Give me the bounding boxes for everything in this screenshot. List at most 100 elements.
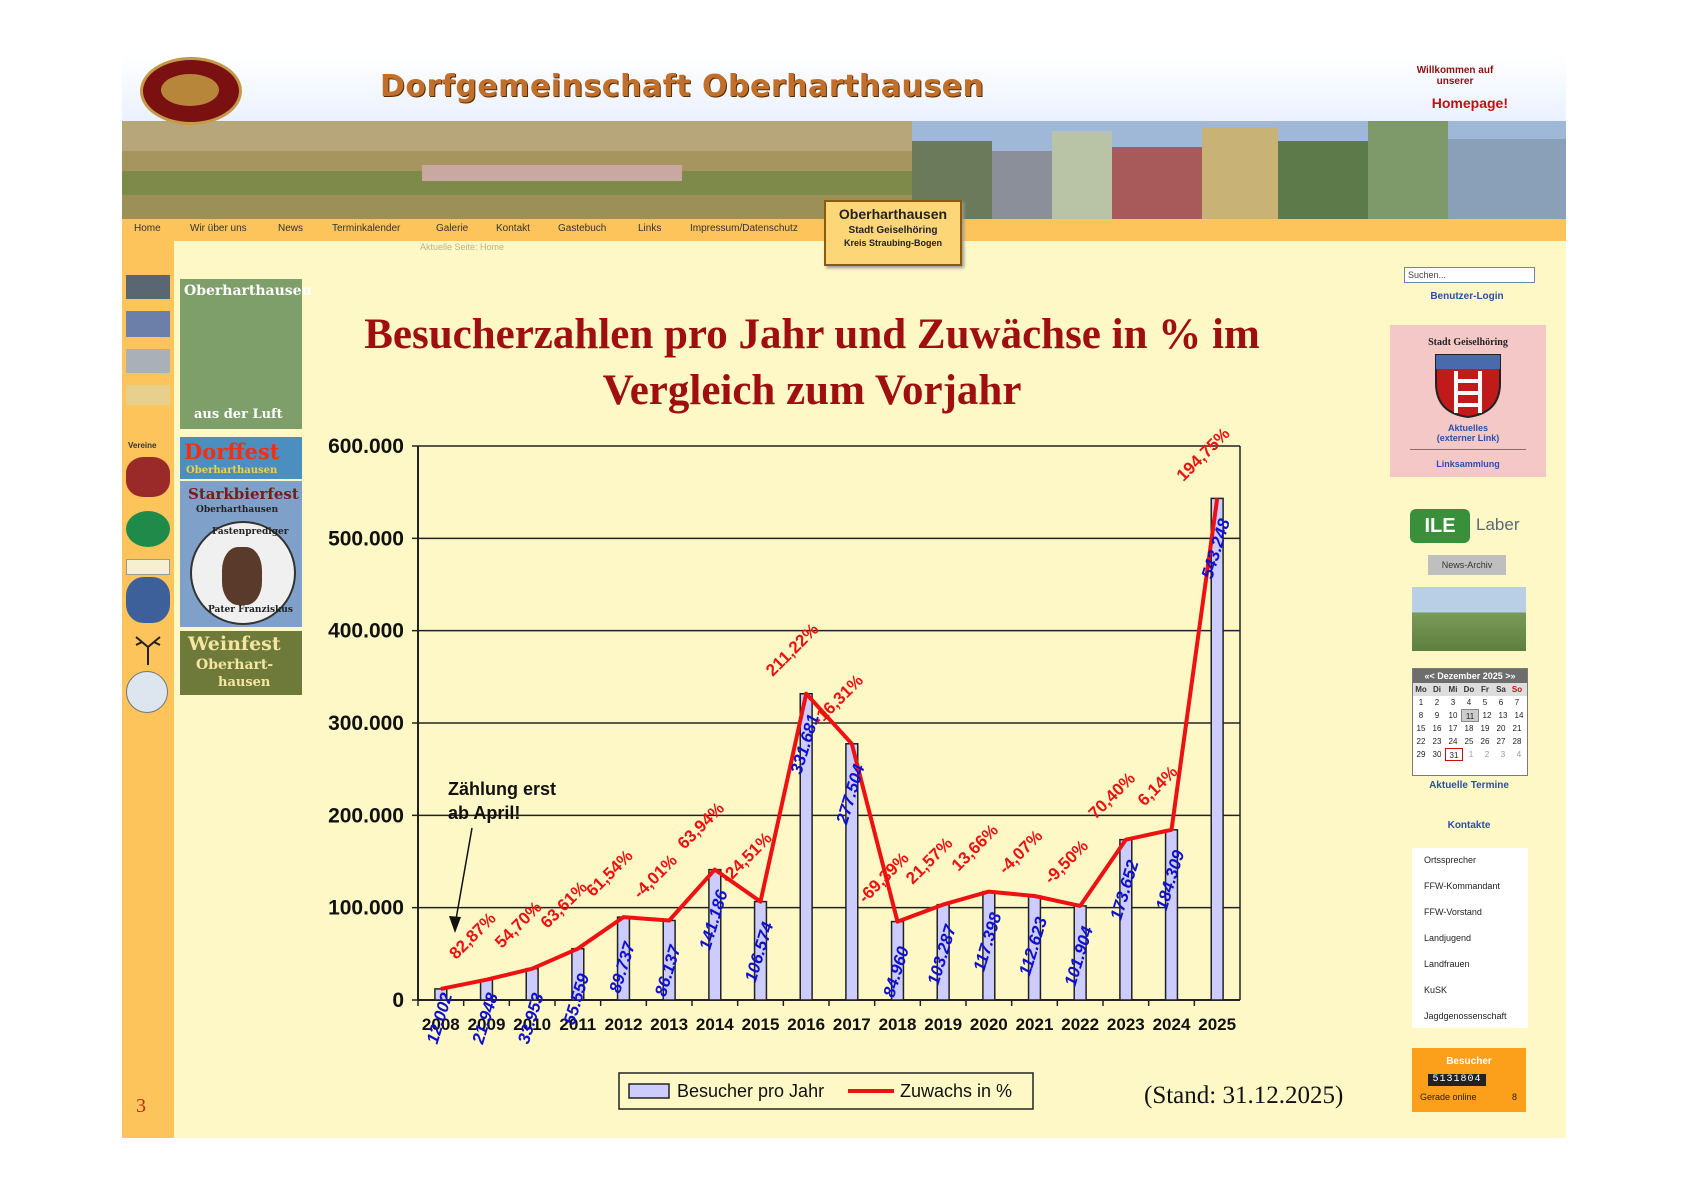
calendar-day[interactable]: 3 [1500, 750, 1506, 759]
nav-terminkalender[interactable]: Terminkalender [332, 223, 401, 234]
calendar-day[interactable]: 18 [1464, 724, 1474, 733]
chart-title: Besucherzahlen pro Jahr und Zuwächse in … [364, 311, 1260, 414]
calendar-day[interactable]: 22 [1416, 737, 1426, 746]
annotation-arrow [454, 827, 473, 926]
calendar-day[interactable]: 2 [1484, 750, 1490, 759]
calendar-prev-button[interactable]: «< [1424, 671, 1435, 681]
calendar-day[interactable]: 16 [1432, 724, 1442, 733]
calendar-day[interactable]: 19 [1480, 724, 1490, 733]
calendar-month: Dezember 2025 [1437, 671, 1503, 681]
contact-ffw-kommandant[interactable]: FFW-Kommandant [1424, 881, 1500, 891]
verein-wappen-icon[interactable] [126, 457, 170, 497]
x-tick-label: 2023 [1107, 1015, 1145, 1034]
contact-ffw-vorstand[interactable]: FFW-Vorstand [1424, 907, 1482, 917]
divider [1410, 449, 1526, 450]
nav-links[interactable]: Links [638, 223, 662, 234]
nav-wir-ueber-uns[interactable]: Wir über uns [190, 223, 247, 234]
jagd-antler-icon[interactable] [126, 633, 170, 667]
nav-impressum[interactable]: Impressum/Datenschutz [690, 223, 798, 234]
geiselhoering-wappen-icon[interactable] [1434, 353, 1502, 419]
nav-galerie[interactable]: Galerie [436, 223, 469, 234]
calendar-day[interactable]: 29 [1416, 750, 1426, 759]
kljb-icon[interactable] [126, 511, 170, 547]
calendar-day[interactable]: 4 [1466, 698, 1472, 707]
calendar-day[interactable]: 26 [1480, 737, 1490, 746]
calendar-day[interactable]: 9 [1434, 711, 1440, 720]
map-thumbnail[interactable] [126, 385, 170, 405]
nav-home[interactable]: Home [134, 223, 161, 234]
dow-do: Do [1463, 685, 1475, 694]
x-tick-label: 2014 [696, 1015, 734, 1034]
tile-dorffest[interactable]: Dorffest Oberharthausen [180, 437, 302, 479]
linksammlung-link[interactable]: Linksammlung [1436, 459, 1500, 469]
annotation-arrowhead [449, 916, 461, 933]
calendar-day[interactable]: 31 [1445, 748, 1463, 761]
tile-weinfest-sub2: hausen [218, 675, 271, 690]
calendar-day[interactable]: 17 [1448, 724, 1458, 733]
calendar-day[interactable]: 30 [1432, 750, 1442, 759]
search-input[interactable]: Suchen... [1404, 267, 1535, 283]
landfrauen-icon[interactable] [126, 559, 170, 575]
calendar-day[interactable]: 4 [1516, 750, 1522, 759]
tile-starkbierfest[interactable]: Starkbierfest Oberharthausen Fastenpredi… [180, 481, 302, 627]
aerial-thumbnail[interactable] [126, 275, 170, 299]
tile-aus-der-luft[interactable]: Oberharthausen aus der Luft [180, 279, 312, 429]
contact-landjugend[interactable]: Landjugend [1424, 933, 1472, 943]
aerial-fields-photo [122, 121, 912, 219]
calendar-day[interactable]: 25 [1464, 737, 1474, 746]
externer-link-label: (externer Link) [1436, 433, 1500, 443]
calendar-day[interactable]: 1 [1468, 750, 1474, 759]
calendar-week: 1 2 3 4 5 6 7 [1413, 696, 1527, 709]
kusk-seal-icon[interactable] [126, 671, 168, 713]
dow-di: Di [1433, 685, 1441, 694]
aktuelle-termine-link[interactable]: Aktuelle Termine [1429, 780, 1509, 791]
calendar-day[interactable]: 5 [1482, 698, 1488, 707]
nav-gaestebuch[interactable]: Gastebuch [558, 223, 607, 234]
calendar-week: 22 23 24 25 26 27 28 [1413, 735, 1527, 748]
x-tick-label: 2011 [559, 1015, 596, 1034]
tile-luft-subtitle: aus der Luft [194, 407, 283, 422]
calendar-week: 15 16 17 18 19 20 21 [1413, 722, 1527, 735]
nav-news[interactable]: News [278, 223, 304, 234]
calendar-day[interactable]: 14 [1514, 711, 1524, 720]
calendar-day[interactable]: 1 [1418, 698, 1424, 707]
calendar-day[interactable]: 11 [1461, 709, 1479, 722]
calendar-day[interactable]: 12 [1482, 711, 1492, 720]
calendar-day[interactable]: 15 [1416, 724, 1426, 733]
village-meadow-photo[interactable] [1412, 587, 1526, 651]
calendar-day[interactable]: 27 [1496, 737, 1506, 746]
calendar-next-button[interactable]: >» [1505, 671, 1516, 681]
calendar-day[interactable]: 13 [1498, 711, 1508, 720]
calendar-day[interactable]: 23 [1432, 737, 1442, 746]
dorfgemeinschaft-emblem-logo[interactable] [140, 57, 242, 125]
calendar-day[interactable]: 6 [1498, 698, 1504, 707]
tile-dorffest-title: Dorffest [184, 439, 280, 464]
calendar-day[interactable]: 24 [1448, 737, 1458, 746]
feuerwehr-icon[interactable] [126, 577, 170, 623]
news-archiv-button[interactable]: News-Archiv [1428, 555, 1506, 575]
x-tick-label: 2015 [742, 1015, 780, 1034]
benutzer-login-link[interactable]: Benutzer-Login [1430, 291, 1504, 302]
x-tick-label: 2018 [879, 1015, 917, 1034]
calendar-day[interactable]: 10 [1448, 711, 1458, 720]
calendar-day[interactable]: 3 [1450, 698, 1456, 707]
contact-kusk[interactable]: KuSK [1424, 985, 1448, 995]
calendar-day[interactable]: 20 [1496, 724, 1506, 733]
y-tick-label: 600.000 [328, 435, 404, 458]
calendar-day[interactable]: 7 [1514, 698, 1520, 707]
aktuelles-link[interactable]: Aktuelles [1447, 423, 1489, 433]
x-tick-label: 2020 [970, 1015, 1008, 1034]
contact-jagdgenossenschaft[interactable]: Jagdgenossenschaft [1424, 1011, 1507, 1021]
legend-line-label: Zuwachs in % [900, 1081, 1012, 1101]
calendar-day[interactable]: 21 [1512, 724, 1522, 733]
tile-weinfest[interactable]: Weinfest Oberhart- hausen [180, 631, 302, 695]
calendar-day[interactable]: 2 [1434, 698, 1440, 707]
church-thumbnail[interactable] [126, 311, 170, 337]
nav-kontakt[interactable]: Kontakt [496, 223, 530, 234]
contact-ortssprecher[interactable]: Ortssprecher [1424, 855, 1477, 865]
building-thumbnail[interactable] [126, 349, 170, 373]
ile-laber-logo[interactable]: ILE Laber [1406, 501, 1546, 559]
calendar-day[interactable]: 8 [1418, 711, 1424, 720]
calendar-day[interactable]: 28 [1512, 737, 1522, 746]
contact-landfrauen[interactable]: Landfrauen [1424, 959, 1470, 969]
